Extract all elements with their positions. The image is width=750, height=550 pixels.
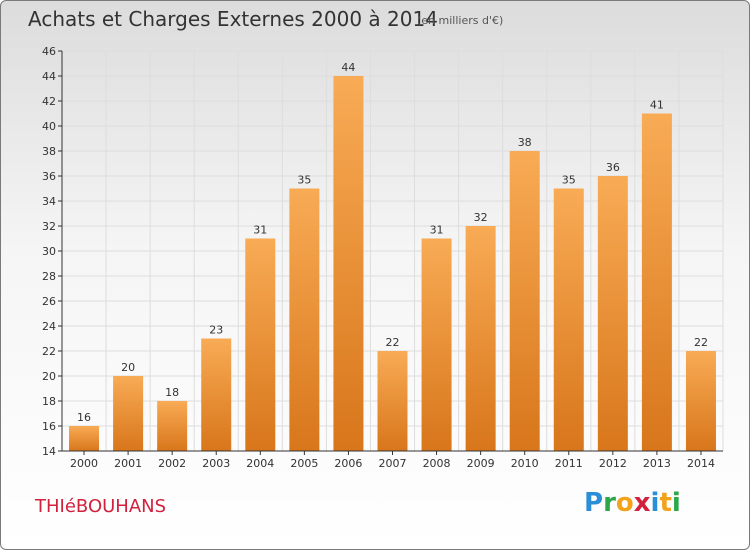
x-tick-label: 2006 (334, 457, 362, 470)
bar (685, 351, 716, 451)
bar (333, 76, 364, 451)
y-tick-label: 34 (42, 195, 56, 208)
y-tick-label: 18 (42, 395, 56, 408)
x-tick-label: 2010 (511, 457, 539, 470)
y-tick-label: 44 (42, 70, 56, 83)
data-label: 20 (121, 361, 135, 374)
data-label: 38 (518, 136, 532, 149)
logo-letter: r (603, 488, 616, 518)
chart-subtitle: (en milliers d'€) (417, 14, 504, 27)
bar (421, 238, 452, 451)
data-label: 22 (386, 336, 400, 349)
y-tick-label: 46 (42, 45, 56, 58)
x-tick-label: 2000 (70, 457, 98, 470)
y-tick-label: 28 (42, 270, 56, 283)
y-tick-label: 14 (42, 445, 56, 458)
data-label: 35 (562, 174, 576, 187)
logo-letter: o (615, 488, 634, 518)
bar (245, 238, 276, 451)
logo-letter: i (671, 488, 681, 518)
x-tick-label: 2003 (202, 457, 230, 470)
x-tick-label: 2008 (423, 457, 451, 470)
x-tick-label: 2009 (467, 457, 495, 470)
x-tick-label: 2004 (246, 457, 274, 470)
logo-letter: x (633, 488, 651, 518)
logo-letter: P (584, 488, 604, 518)
x-tick-label: 2014 (687, 457, 715, 470)
data-label: 41 (650, 99, 664, 112)
y-tick-label: 24 (42, 320, 56, 333)
data-label: 31 (253, 224, 267, 237)
x-tick-label: 2013 (643, 457, 671, 470)
bar (201, 338, 232, 451)
data-label: 44 (341, 61, 355, 74)
bar (113, 376, 144, 451)
data-label: 32 (474, 211, 488, 224)
bar (553, 188, 584, 451)
bar (597, 176, 628, 451)
bar (377, 351, 408, 451)
bar (465, 226, 496, 451)
y-tick-label: 30 (42, 245, 56, 258)
y-tick-label: 36 (42, 170, 56, 183)
bar (69, 426, 100, 451)
y-tick-label: 40 (42, 120, 56, 133)
data-label: 35 (297, 174, 311, 187)
bar (509, 151, 540, 451)
y-tick-label: 38 (42, 145, 56, 158)
x-tick-label: 2012 (599, 457, 627, 470)
x-tick-label: 2005 (290, 457, 318, 470)
y-tick-label: 16 (42, 420, 56, 433)
y-tick-label: 22 (42, 345, 56, 358)
y-tick-label: 20 (42, 370, 56, 383)
logo-letter: t (659, 488, 672, 518)
x-tick-label: 2001 (114, 457, 142, 470)
x-tick-label: 2011 (555, 457, 583, 470)
commune-name: THIéBOUHANS (35, 496, 167, 517)
x-tick-label: 2007 (379, 457, 407, 470)
y-tick-label: 42 (42, 95, 56, 108)
data-label: 18 (165, 386, 179, 399)
bar (641, 113, 672, 451)
data-label: 31 (430, 224, 444, 237)
bar (157, 401, 188, 451)
data-label: 23 (209, 324, 223, 337)
data-label: 22 (694, 336, 708, 349)
chart-title: Achats et Charges Externes 2000 à 2014 (28, 7, 438, 31)
y-tick-label: 26 (42, 295, 56, 308)
logo-letter: i (650, 488, 660, 518)
proxiti-logo: Proxiti (584, 488, 681, 518)
bar (289, 188, 320, 451)
data-label: 36 (606, 161, 620, 174)
y-tick-label: 32 (42, 220, 56, 233)
data-label: 16 (77, 411, 91, 424)
x-tick-label: 2002 (158, 457, 186, 470)
